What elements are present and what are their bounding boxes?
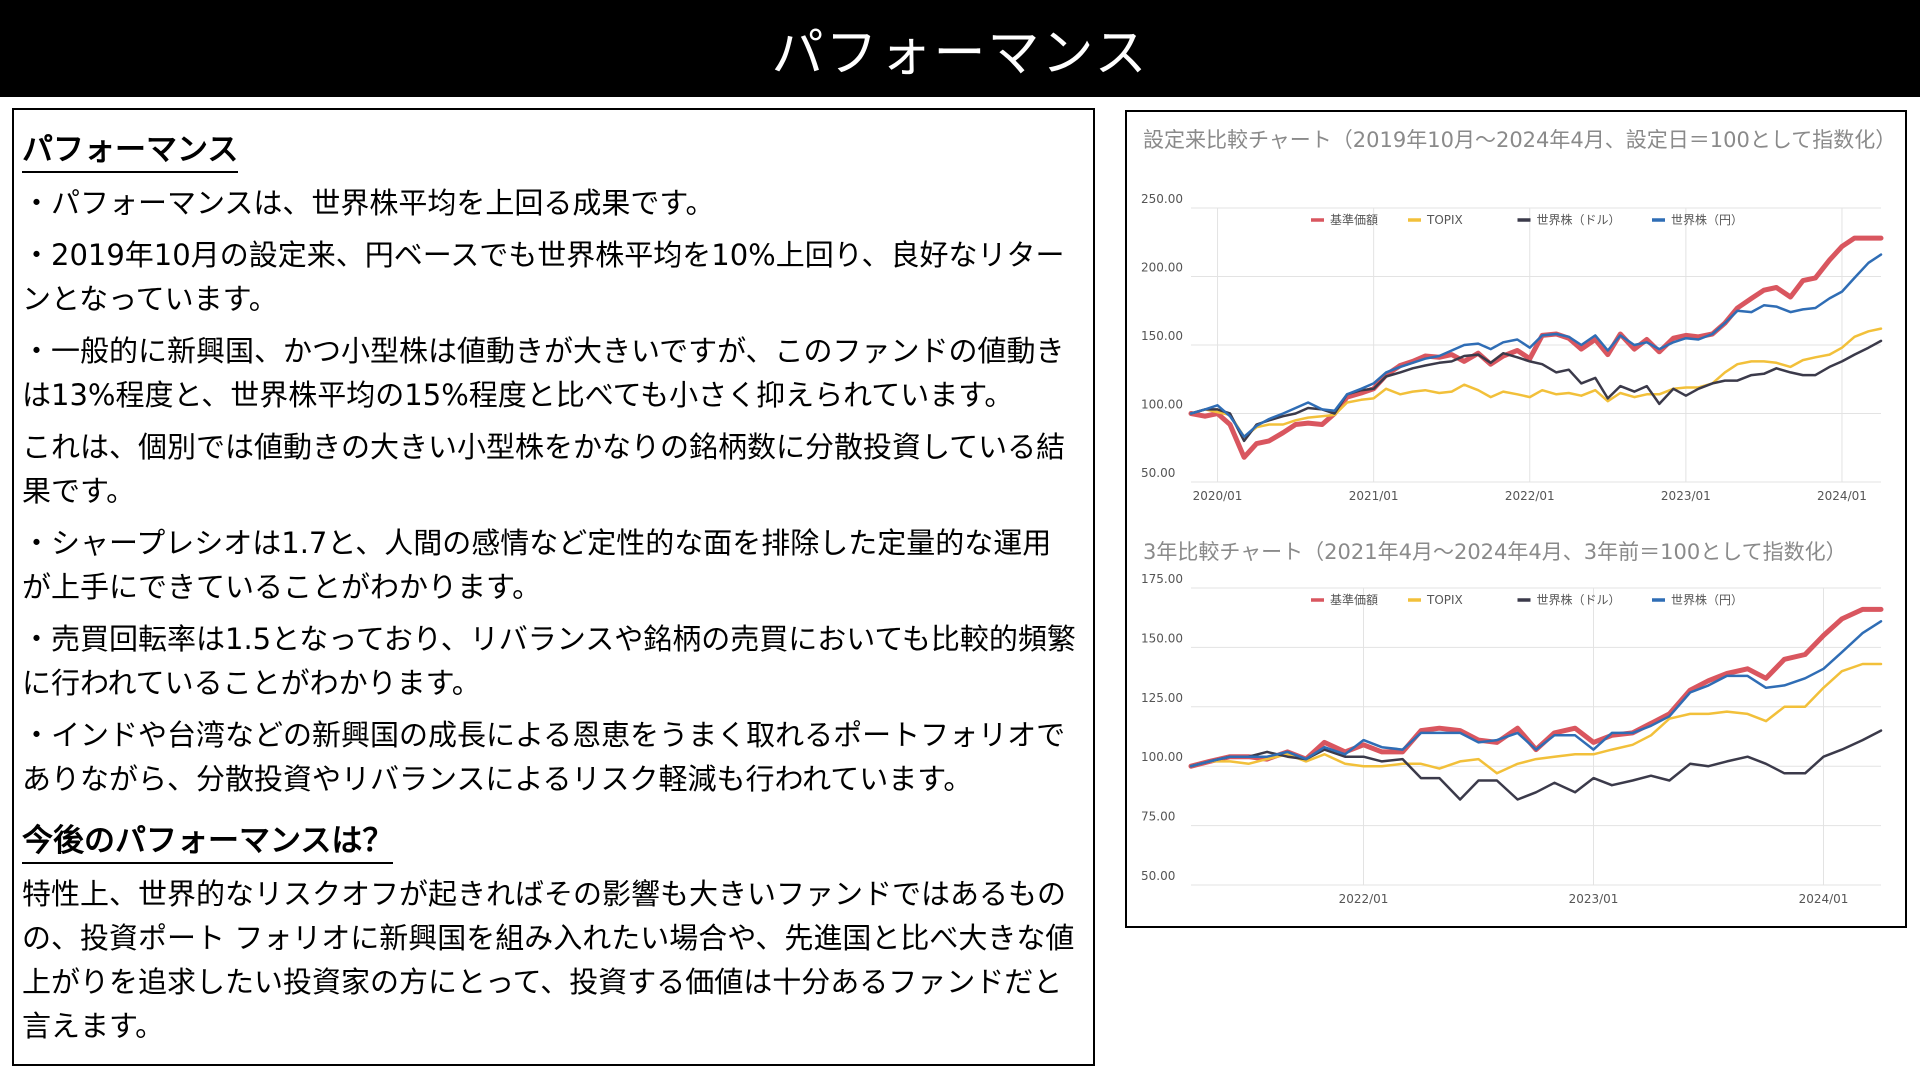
closing-paragraph: 特性上、世界的なリスクオフが起きればその影響も大きいファンドではあるものの、投資… xyxy=(22,877,1075,1043)
section-title-future: 今後のパフォーマンスは？ xyxy=(22,815,394,864)
page-header: パフォーマンス xyxy=(0,0,1920,97)
legend-label: 世界株（ドル） xyxy=(1537,592,1621,607)
x-tick-label: 2024/01 xyxy=(1799,892,1849,906)
series-line-1 xyxy=(1189,662,1883,775)
y-tick-label: 175.00 xyxy=(1141,572,1183,586)
series-line-3 xyxy=(1189,253,1883,439)
y-tick-label: 50.00 xyxy=(1141,466,1175,480)
x-tick-label: 2022/01 xyxy=(1339,892,1389,906)
y-tick-label: 50.00 xyxy=(1141,869,1175,883)
chart-panel: 設定来比較チャート（2019年10月〜2024年4月、設定日＝100として指数化… xyxy=(1125,110,1907,928)
paragraph-6: ・売買回転率は1.5となっており、リバランスや銘柄の売買においても比較的頻繁に行… xyxy=(22,622,1076,700)
y-tick-label: 150.00 xyxy=(1141,631,1183,645)
legend-label: TOPIX xyxy=(1426,213,1463,227)
y-tick-label: 150.00 xyxy=(1141,329,1183,343)
section-title-performance: パフォーマンス xyxy=(22,124,239,173)
paragraph-3: ・一般的に新興国、かつ小型株は値動きが大きいですが、このファンドの値動きは13%… xyxy=(22,334,1065,412)
paragraph-4: これは、個別では値動きの大きい小型株をかなりの銘柄数に分散投資している結果です。 xyxy=(22,430,1066,508)
chart-1-since-inception: 50.00 100.00 150.00 200.00 250.00 2020/01 2021… xyxy=(1141,192,1884,502)
x-tick-label: 2020/01 xyxy=(1193,489,1243,502)
text-panel: パフォーマンス ・パフォーマンスは、世界株平均を上回る成果です。 ・2019年1… xyxy=(12,108,1095,1066)
series-line-1 xyxy=(1189,327,1883,439)
paragraph-5: ・シャープレシオは1.7と、人間の感情など定性的な面を排除した定量的な運用が上手… xyxy=(22,526,1052,604)
y-tick-label: 100.00 xyxy=(1141,750,1183,764)
y-tick-label: 75.00 xyxy=(1141,810,1175,824)
chart-2-title: 3年比較チャート（2021年4月〜2024年4月、3年前＝100として指数化） xyxy=(1143,540,1847,564)
chart-1-title: 設定来比較チャート（2019年10月〜2024年4月、設定日＝100として指数化… xyxy=(1143,128,1897,152)
x-tick-label: 2023/01 xyxy=(1661,489,1711,502)
paragraph-7: ・インドや台湾などの新興国の成長による恩恵をうまく取れるポートフォリオでありなが… xyxy=(22,718,1066,796)
legend-label: 基準価額 xyxy=(1330,212,1378,227)
series-line-0 xyxy=(1188,235,1884,460)
chart-2-three-year: 50.00 75.00 100.00 125.00 150.00 175.00 2022/0… xyxy=(1141,572,1884,906)
legend-label: 世界株（ドル） xyxy=(1537,212,1621,227)
y-tick-label: 200.00 xyxy=(1141,261,1183,275)
series-line-2 xyxy=(1189,339,1883,443)
series-line-2 xyxy=(1189,729,1883,801)
x-tick-label: 2024/01 xyxy=(1817,489,1867,502)
x-tick-label: 2021/01 xyxy=(1349,489,1399,502)
legend-label: TOPIX xyxy=(1426,593,1463,607)
y-tick-label: 125.00 xyxy=(1141,691,1183,705)
page-title: パフォーマンス xyxy=(771,24,1149,84)
x-tick-label: 2022/01 xyxy=(1505,489,1555,502)
x-tick-label: 2023/01 xyxy=(1569,892,1619,906)
y-tick-label: 250.00 xyxy=(1141,192,1183,206)
series-line-3 xyxy=(1189,620,1883,768)
y-tick-label: 100.00 xyxy=(1141,398,1183,412)
legend-label: 世界株（円） xyxy=(1671,212,1743,227)
legend-label: 世界株（円） xyxy=(1671,592,1743,607)
legend-label: 基準価額 xyxy=(1330,592,1378,607)
paragraph-1: ・パフォーマンスは、世界株平均を上回る成果です。 xyxy=(22,186,715,220)
series-line-0 xyxy=(1188,606,1884,769)
paragraph-2: ・2019年10月の設定来、円ベースでも世界株平均を10%上回り、良好なリターン… xyxy=(22,238,1065,316)
